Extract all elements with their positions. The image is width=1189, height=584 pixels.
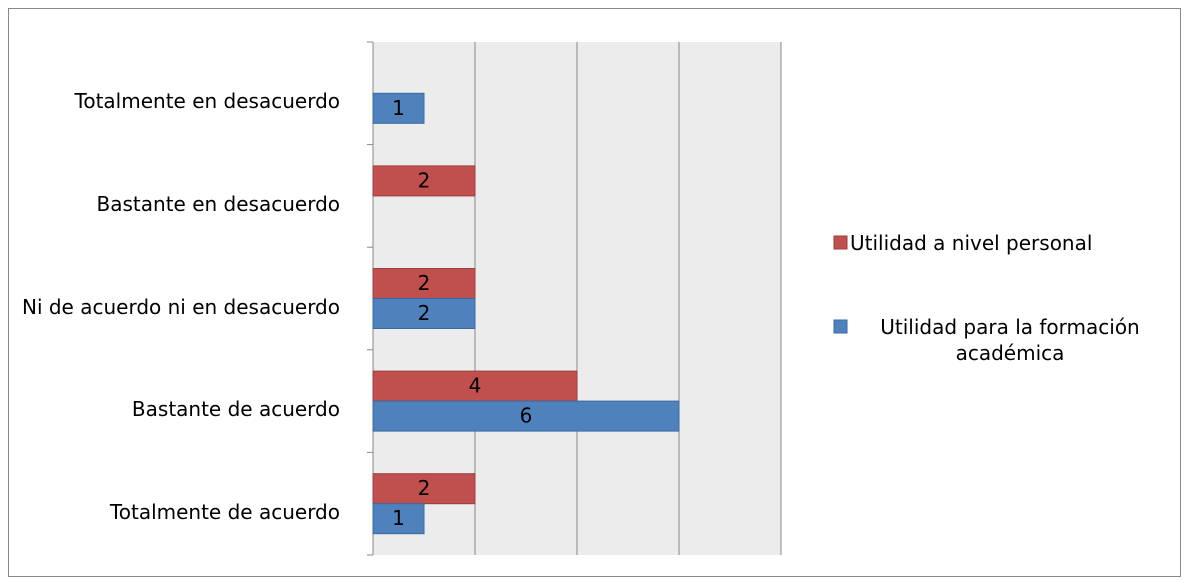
value-label: 1	[392, 96, 405, 120]
legend-label: Utilidad a nivel personal	[850, 231, 1093, 255]
bar	[372, 268, 476, 299]
bar	[372, 473, 476, 505]
bar	[372, 503, 425, 535]
legend-swatch	[833, 235, 848, 250]
y-tick-label: Bastante en desacuerdo	[96, 191, 340, 216]
legend-swatch	[833, 319, 848, 334]
value-label: 2	[418, 301, 431, 325]
bar	[372, 370, 578, 402]
legend-label: Utilidad para la formación académica	[880, 315, 1140, 365]
bar	[372, 298, 476, 329]
bar	[372, 400, 680, 432]
value-label: 2	[418, 168, 431, 192]
y-tick-label: Totalmente en desacuerdo	[74, 89, 340, 114]
y-tick-label: Bastante de acuerdo	[131, 397, 340, 422]
value-label: 1	[392, 506, 405, 530]
value-label: 6	[520, 404, 533, 428]
y-tick-label: Totalmente de acuerdo	[109, 499, 340, 524]
value-label: 2	[418, 476, 431, 500]
y-tick-label: Ni de acuerdo ni en desacuerdo	[21, 294, 340, 319]
value-label: 4	[469, 374, 482, 398]
value-label: 2	[418, 271, 431, 295]
bar	[372, 92, 425, 124]
bar	[372, 165, 476, 197]
